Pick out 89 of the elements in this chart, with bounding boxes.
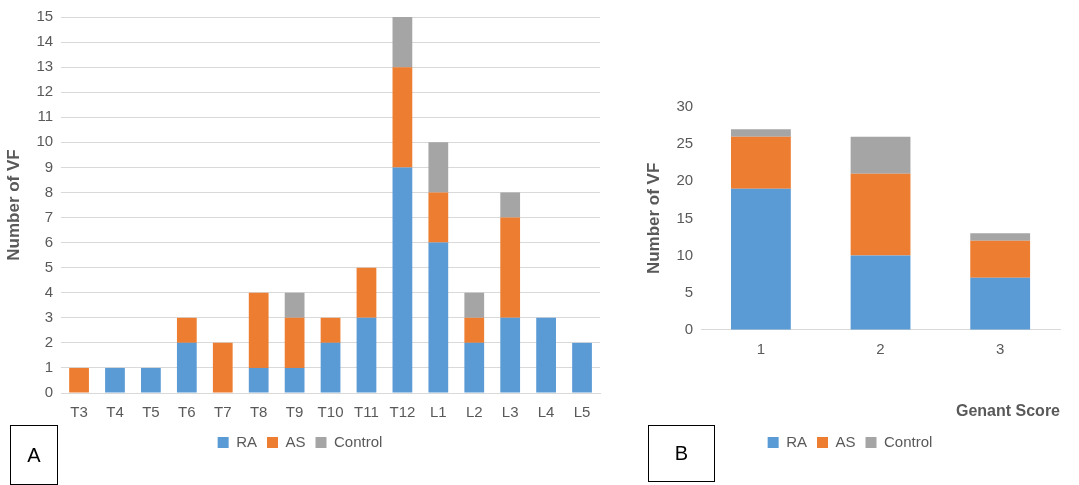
x-tick-label: T3 xyxy=(70,403,88,421)
y-tick-label: 3 xyxy=(44,307,54,325)
y-tick-label: 12 xyxy=(36,82,54,100)
bar xyxy=(970,240,1031,278)
x-tick-label: L3 xyxy=(501,403,519,421)
x-tick-label: T6 xyxy=(178,403,196,421)
y-tick-label: 11 xyxy=(37,107,54,125)
bar xyxy=(248,367,269,393)
bar xyxy=(536,317,556,393)
bar xyxy=(212,342,233,393)
y-tick-label: 4 xyxy=(44,282,54,300)
y-tick-label: 14 xyxy=(36,32,54,50)
bar xyxy=(320,342,341,393)
x-tick-label: 2 xyxy=(876,339,885,357)
y-tick-label: 10 xyxy=(676,245,694,263)
x-axis-title: Genant Score xyxy=(955,401,1061,419)
y-tick-label: 0 xyxy=(684,319,694,337)
y-tick-label: 30 xyxy=(676,97,694,115)
bar xyxy=(970,233,1031,241)
bar xyxy=(392,67,413,168)
x-tick-label: 3 xyxy=(996,339,1005,357)
bar xyxy=(284,367,305,393)
legend-label: RA xyxy=(786,432,807,450)
y-tick-label: 13 xyxy=(36,57,54,75)
bar xyxy=(69,367,89,393)
bar xyxy=(141,367,161,393)
legend-label: Control xyxy=(884,432,933,450)
bar xyxy=(850,136,911,174)
bar xyxy=(464,342,485,393)
x-tick-label: T9 xyxy=(285,403,304,421)
bar xyxy=(428,192,449,243)
legend-label: AS xyxy=(285,432,306,450)
text: A xyxy=(10,425,58,485)
x-tick-label: T11 xyxy=(354,403,379,421)
y-tick-label: 1 xyxy=(44,358,54,376)
text: B xyxy=(648,425,715,482)
legend-label: RA xyxy=(236,432,257,450)
bar xyxy=(284,292,305,318)
x-tick-label: T7 xyxy=(214,403,232,421)
bar xyxy=(356,267,377,318)
bar xyxy=(428,142,449,193)
x-tick-label: L5 xyxy=(573,403,591,421)
x-tick-label: L4 xyxy=(537,403,555,421)
bar xyxy=(730,136,791,189)
y-tick-label: 9 xyxy=(44,157,54,175)
bar xyxy=(105,367,125,393)
bar xyxy=(392,17,413,68)
bar xyxy=(320,317,341,343)
x-tick-label: L2 xyxy=(465,403,483,421)
y-tick-label: 15 xyxy=(676,208,694,226)
bar xyxy=(464,292,485,318)
bar xyxy=(356,317,377,393)
bar xyxy=(500,192,521,218)
y-axis-title: Number of VF xyxy=(643,162,663,275)
bar xyxy=(392,167,413,393)
bar xyxy=(500,217,521,318)
x-tick-label: T10 xyxy=(317,403,344,421)
x-tick-label: T8 xyxy=(249,403,268,421)
y-tick-label: 0 xyxy=(44,383,54,401)
bar xyxy=(176,317,197,343)
bar xyxy=(464,317,485,343)
y-tick-label: 7 xyxy=(44,207,54,225)
y-tick-label: 25 xyxy=(676,134,694,152)
x-tick-label: 1 xyxy=(756,339,766,357)
y-tick-label: 8 xyxy=(44,182,54,200)
legend-label: Control xyxy=(334,432,383,450)
y-tick-label: 5 xyxy=(44,257,54,275)
bar xyxy=(850,173,911,256)
bar xyxy=(428,242,449,393)
y-axis-title: Number of VF xyxy=(3,149,23,261)
bar xyxy=(970,277,1031,330)
y-tick-label: 5 xyxy=(684,282,694,300)
bar xyxy=(248,292,269,368)
bar xyxy=(176,342,197,393)
legend-label: AS xyxy=(835,432,856,450)
bar xyxy=(850,255,911,330)
y-tick-label: 10 xyxy=(36,132,54,150)
y-tick-label: 15 xyxy=(36,7,54,25)
y-tick-label: 6 xyxy=(44,232,54,250)
x-tick-label: T4 xyxy=(106,403,124,421)
x-tick-label: T5 xyxy=(142,403,160,421)
bar xyxy=(730,188,791,330)
x-tick-label: L1 xyxy=(429,403,447,421)
x-tick-label: T12 xyxy=(389,403,416,421)
bar xyxy=(730,129,791,137)
y-tick-label: 20 xyxy=(676,171,694,189)
bar xyxy=(500,317,521,393)
bar xyxy=(284,317,305,368)
bar xyxy=(572,342,592,393)
